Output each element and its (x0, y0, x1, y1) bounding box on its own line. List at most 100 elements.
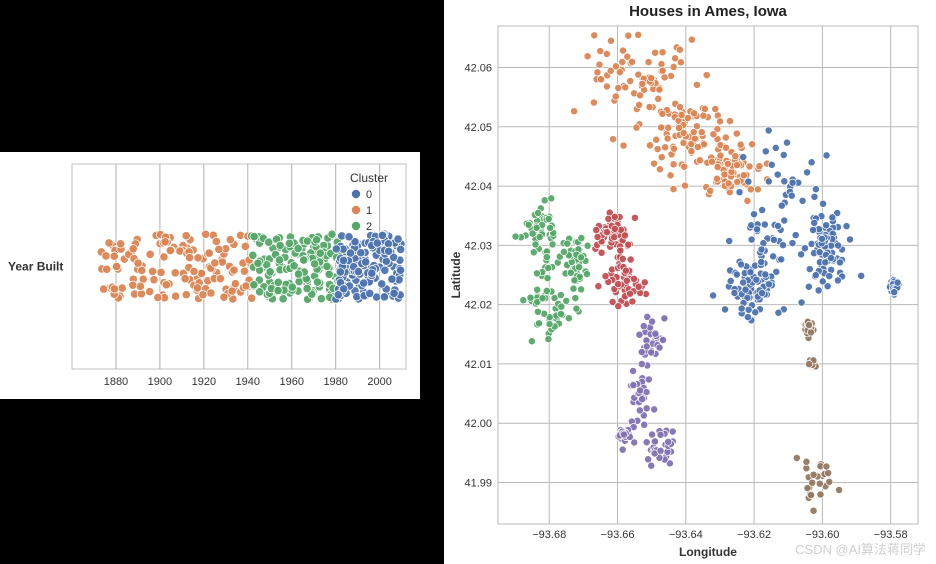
right-ytick-label: 41.99 (464, 478, 492, 490)
scatter-point (732, 153, 739, 160)
scatter-point (667, 72, 674, 79)
strip-point (346, 249, 354, 257)
scatter-point (669, 428, 676, 435)
scatter-point (744, 197, 751, 204)
scatter-point (722, 134, 729, 141)
scatter-point (659, 67, 666, 74)
scatter-point (691, 135, 698, 142)
scatter-point (533, 270, 540, 277)
scatter-point (584, 242, 591, 249)
scatter-point (621, 232, 628, 239)
scatter-point (676, 104, 683, 111)
scatter-point (762, 148, 769, 155)
strip-point (118, 284, 126, 292)
scatter-point (803, 169, 810, 176)
scatter-point (806, 266, 813, 273)
scatter-point (710, 131, 717, 138)
right-xtick-label: −93.66 (601, 529, 635, 541)
scatter-point (754, 186, 761, 193)
scatter-point (758, 289, 765, 296)
strip-point (254, 259, 262, 267)
strip-point (373, 239, 381, 247)
scatter-point (665, 438, 672, 445)
scatter-point (648, 349, 655, 356)
strip-point (105, 239, 113, 247)
scatter-point (572, 294, 579, 301)
scatter-point (620, 142, 627, 149)
scatter-point (779, 241, 786, 248)
strip-point (185, 253, 193, 261)
strip-point (317, 294, 325, 302)
left-ylabel: Year Built (8, 260, 63, 274)
strip-point (275, 256, 283, 264)
strip-point (384, 247, 392, 255)
scatter-point (652, 330, 659, 337)
scatter-point (656, 344, 663, 351)
scatter-point (620, 431, 627, 438)
scatter-point (788, 192, 795, 199)
scatter-point (657, 447, 664, 454)
left-xtick-label: 1880 (104, 376, 128, 388)
scatter-point (645, 456, 652, 463)
scatter-point (747, 186, 754, 193)
scatter-point (817, 491, 824, 498)
strip-point (230, 266, 238, 274)
scatter-point (667, 172, 674, 179)
scatter-point (680, 139, 687, 146)
strip-point (220, 293, 228, 301)
scatter-point (603, 50, 610, 57)
right-xtick-label: −93.60 (805, 529, 839, 541)
scatter-point (631, 214, 638, 221)
strip-point (218, 258, 226, 266)
right-ytick-label: 42.02 (464, 300, 492, 312)
scatter-point (528, 338, 535, 345)
scatter-point (638, 348, 645, 355)
scatter-point (737, 141, 744, 148)
strip-point (201, 230, 209, 238)
scatter-point (816, 480, 823, 487)
scatter-point (661, 315, 668, 322)
strip-point (334, 291, 342, 299)
strip-point (182, 290, 190, 298)
scatter-point (753, 226, 760, 233)
scatter-point (650, 160, 657, 167)
scatter-point (775, 309, 782, 316)
scatter-point (654, 145, 661, 152)
scatter-point (770, 236, 777, 243)
scatter-point (527, 294, 534, 301)
scatter-point (894, 279, 901, 286)
strip-point (323, 262, 331, 270)
strip-point (390, 289, 398, 297)
strip-point (216, 274, 224, 282)
strip-point (299, 256, 307, 264)
strip-point (110, 285, 118, 293)
scatter-point (578, 286, 585, 293)
scatter-point (641, 421, 648, 428)
scatter-point (648, 431, 655, 438)
scatter-point (645, 58, 652, 65)
scatter-point (603, 229, 610, 236)
scatter-point (643, 343, 650, 350)
right-xtick-label: −93.62 (737, 529, 771, 541)
scatter-point (567, 269, 574, 276)
scatter-point (594, 233, 601, 240)
scatter-point (803, 465, 810, 472)
strip-point (190, 267, 198, 275)
strip-point (194, 254, 202, 262)
strip-point (205, 249, 213, 257)
scatter-point (725, 180, 732, 187)
scatter-point (812, 186, 819, 193)
strip-point (325, 270, 333, 278)
scatter-point (638, 360, 645, 367)
scatter-point (783, 139, 790, 146)
scatter-point (558, 303, 565, 310)
strip-point (359, 279, 367, 287)
scatter-point (571, 277, 578, 284)
scatter-point (625, 32, 632, 39)
scatter-point (635, 101, 642, 108)
scatter-point (745, 306, 752, 313)
scatter-point (807, 491, 814, 498)
scatter-point (611, 234, 618, 241)
scatter-point (597, 76, 604, 83)
scatter-point (648, 462, 655, 469)
